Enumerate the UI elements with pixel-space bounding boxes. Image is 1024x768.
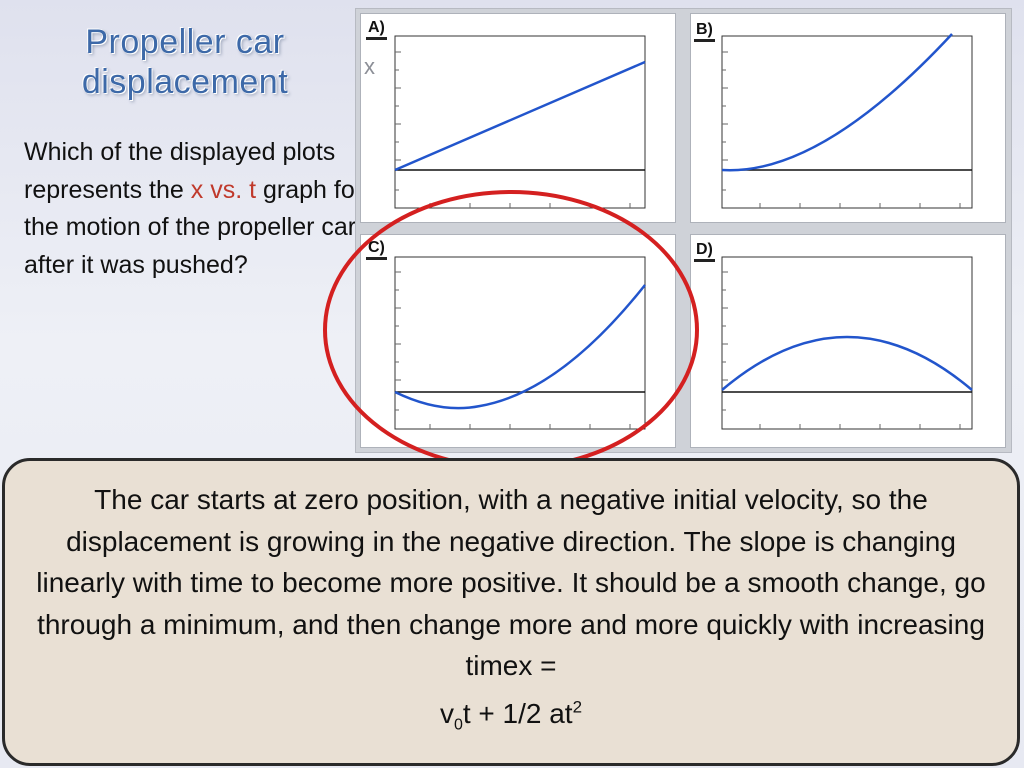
- panel-label-c: C): [366, 239, 387, 260]
- panel-label-d: D): [694, 241, 715, 262]
- question-part1: Which of the displayed plots represents …: [24, 138, 336, 204]
- slide-title: Propeller car displacement: [30, 22, 340, 102]
- question-highlight-x: x vs.: [190, 175, 243, 204]
- explanation-body: The car starts at zero position, with a …: [36, 484, 986, 681]
- formula-v: v: [439, 697, 454, 729]
- explanation-box: The car starts at zero position, with a …: [2, 458, 1020, 766]
- formula-mid: t + 1/2 at: [462, 697, 573, 729]
- question-text: Which of the displayed plots represents …: [24, 134, 364, 284]
- formula-superscript: 2: [572, 697, 583, 717]
- panel-label-a: A): [366, 19, 387, 40]
- plot-panel-a[interactable]: [360, 13, 676, 223]
- axis-letter-x: x: [364, 54, 375, 79]
- plot-panel-d[interactable]: [690, 234, 1006, 448]
- slide-title-line2: displacement: [81, 63, 289, 101]
- explanation-text: The car starts at zero position, with a …: [25, 479, 997, 746]
- panel-label-b: B): [694, 21, 715, 42]
- plot-panel-b[interactable]: [690, 13, 1006, 223]
- formula-subscript: 0: [453, 716, 463, 734]
- question-part2: graph for the motion of the propeller ca…: [24, 175, 364, 279]
- plot-panel-c[interactable]: [360, 234, 676, 448]
- slide-title-line1: Propeller car: [85, 23, 285, 61]
- question-highlight-t: t: [249, 175, 257, 204]
- formula: v0t + 1/2 at2: [439, 697, 583, 734]
